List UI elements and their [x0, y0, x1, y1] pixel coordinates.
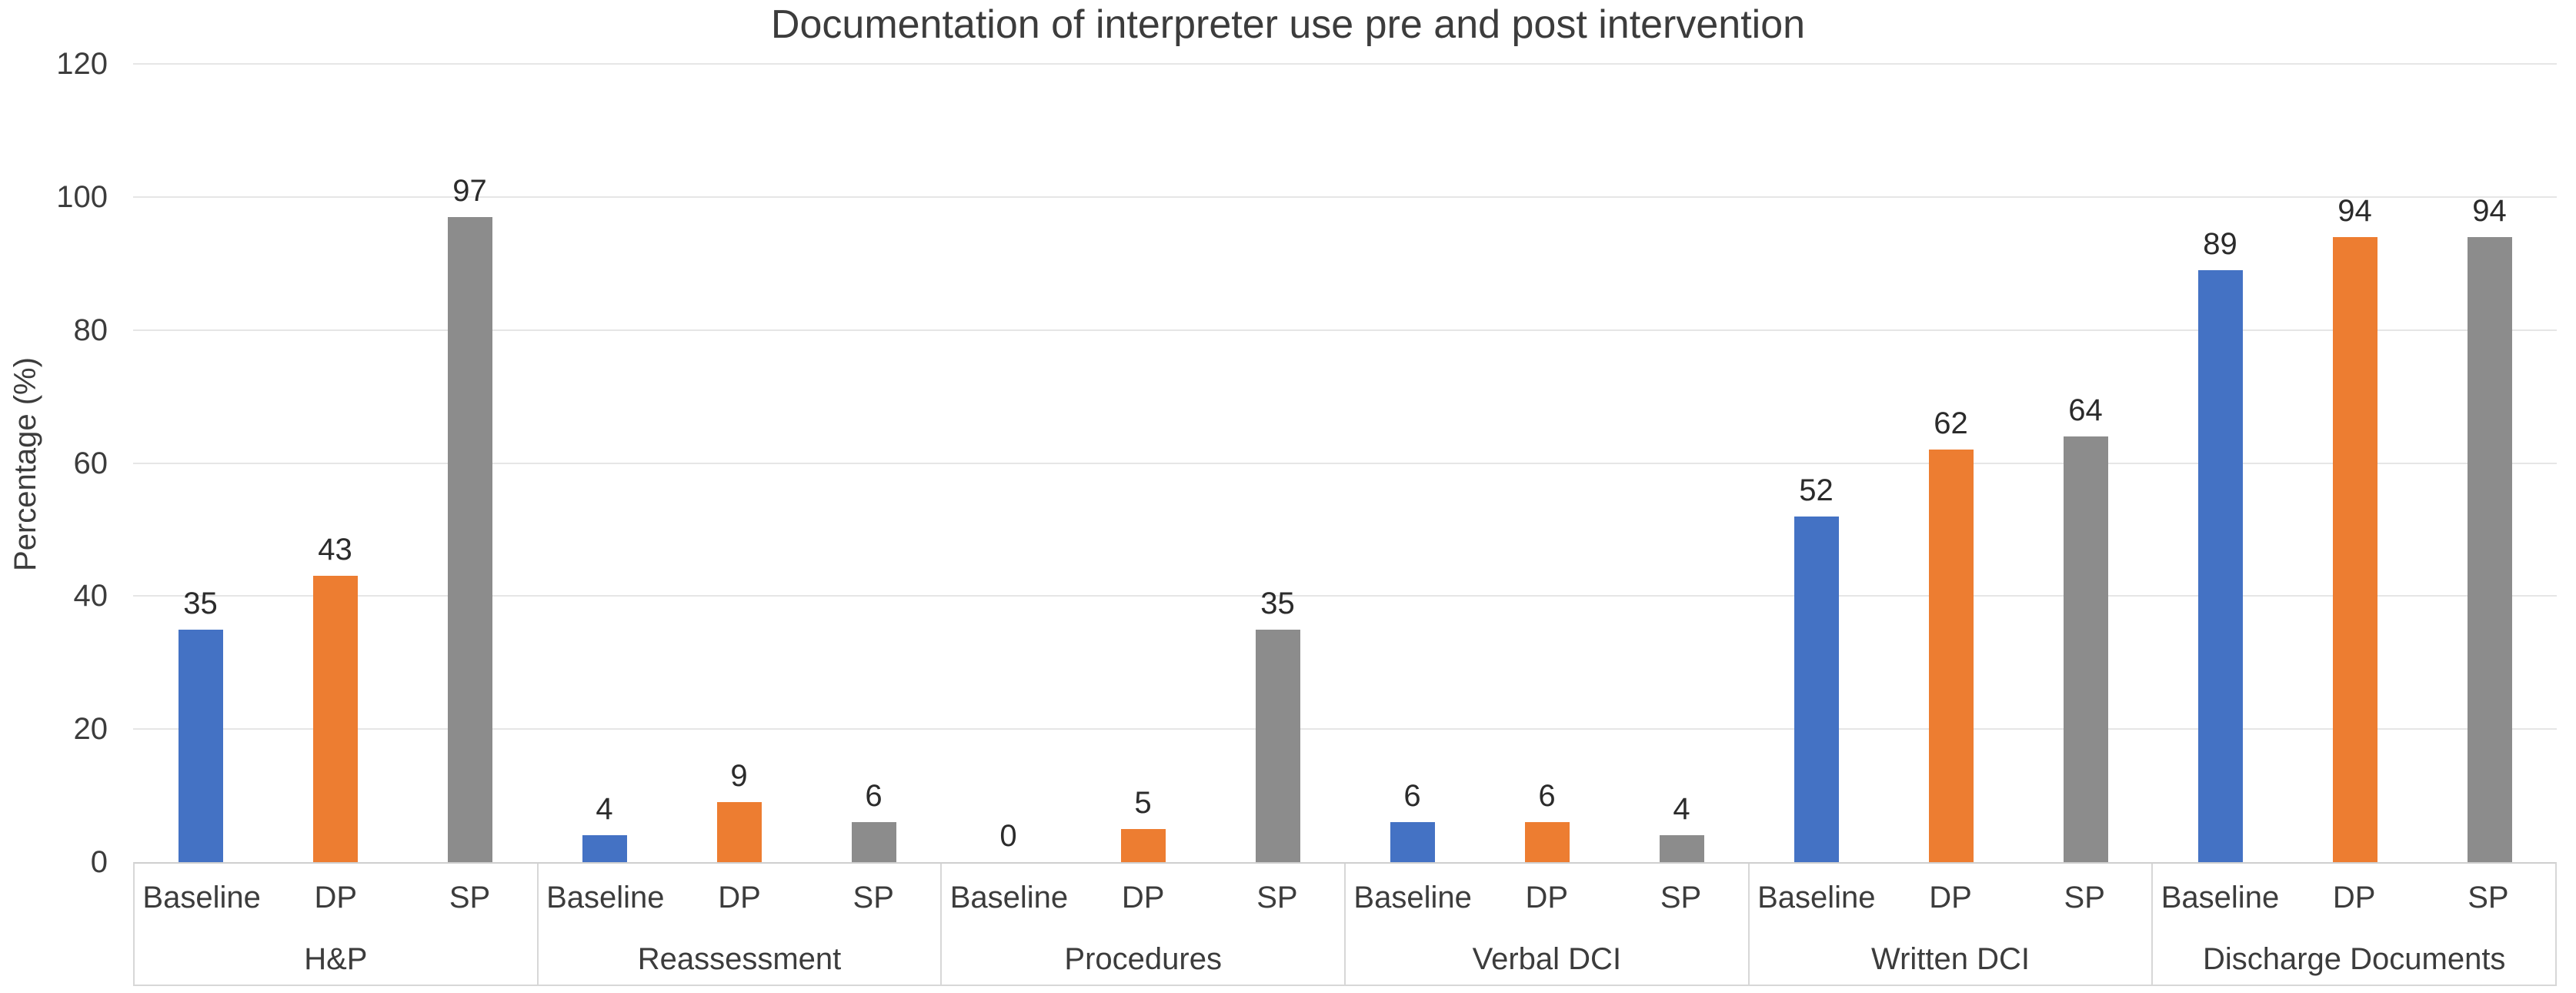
bar-dp	[312, 576, 358, 862]
group-label: Verbal DCI	[1472, 942, 1622, 976]
series-label-row: Baseline DP SP	[942, 864, 1344, 931]
series-tick-label: DP	[1929, 880, 1972, 914]
bar-baseline	[1794, 516, 1839, 862]
bar-dp	[2332, 236, 2377, 862]
gridline	[133, 595, 2557, 597]
bar-sp	[2467, 236, 2512, 862]
y-tick-label: 20	[73, 712, 108, 747]
x-axis-category-table: Baseline DP SP H&P Baseline DP SP Reassessment B…	[133, 862, 2557, 986]
gridline	[133, 196, 2557, 198]
series-tick-label: DP	[1525, 880, 1569, 914]
category-group-cell: Baseline DP SP Reassessment	[536, 864, 941, 985]
bar-baseline	[1390, 822, 1435, 862]
series-tick-label: Baseline	[949, 880, 1069, 914]
value-label: 5	[1134, 785, 1152, 820]
value-label: 89	[2203, 226, 2237, 261]
series-label-row: Baseline DP SP	[1346, 864, 1748, 931]
value-label: 62	[1934, 406, 1968, 441]
category-group-cell: Baseline DP SP Written DCI	[1747, 864, 2152, 985]
value-label: 43	[318, 533, 352, 567]
series-tick-label: SP	[2064, 880, 2105, 914]
value-label: 64	[2068, 393, 2103, 427]
value-label: 6	[1538, 779, 1556, 814]
value-label: 4	[1673, 792, 1690, 827]
value-label: 4	[596, 792, 613, 827]
value-label: 94	[2472, 193, 2507, 228]
series-tick-label: SP	[1256, 880, 1298, 914]
value-label: 9	[730, 759, 748, 794]
bar-dp	[1928, 450, 1974, 862]
series-label-row: Baseline DP SP	[135, 864, 537, 931]
y-tick-label: 40	[73, 579, 108, 614]
value-label: 0	[999, 819, 1017, 853]
y-tick-label: 100	[56, 179, 108, 214]
series-tick-label: DP	[1121, 880, 1165, 914]
value-label: 6	[1403, 779, 1421, 814]
gridline	[133, 63, 2557, 65]
gridline	[133, 728, 2557, 731]
value-label: 6	[865, 779, 883, 814]
bar-dp	[716, 802, 762, 862]
category-group-cell: Baseline DP SP H&P	[135, 864, 537, 985]
y-tick-label: 60	[73, 446, 108, 480]
plot-area: 35 43 97 4 9 6 0 5 35 6 6 4 52 62 64 89 94 94	[133, 63, 2557, 862]
category-group-cell: Baseline DP SP Procedures	[940, 864, 1344, 985]
series-tick-label: DP	[2332, 880, 2376, 914]
gridline	[133, 462, 2557, 464]
value-label: 35	[1260, 586, 1295, 620]
bar-baseline	[2197, 269, 2243, 862]
series-label-row: Baseline DP SP	[539, 864, 941, 931]
y-tick-label: 0	[90, 845, 108, 879]
series-tick-label: Baseline	[546, 880, 665, 914]
bar-sp	[1255, 629, 1300, 862]
chart-title: Documentation of interpreter use pre and…	[770, 2, 1806, 47]
group-label: Written DCI	[1871, 942, 2030, 976]
y-tick-label: 80	[73, 313, 108, 347]
series-label-row: Baseline DP SP	[2153, 864, 2555, 931]
series-label-row: Baseline DP SP	[1750, 864, 2152, 931]
group-label: Procedures	[1064, 942, 1222, 976]
series-tick-label: SP	[449, 880, 491, 914]
series-tick-label: SP	[1660, 880, 1702, 914]
series-tick-label: DP	[314, 880, 358, 914]
y-tick-label: 120	[56, 47, 108, 81]
series-tick-label: Baseline	[1757, 880, 1876, 914]
group-label: H&P	[304, 942, 368, 976]
value-label: 97	[452, 173, 487, 208]
bar-sp	[447, 216, 492, 862]
category-group-cell: Baseline DP SP Verbal DCI	[1344, 864, 1748, 985]
bar-baseline	[178, 629, 223, 862]
series-tick-label: Baseline	[2161, 880, 2280, 914]
value-label: 35	[183, 586, 218, 620]
series-tick-label: DP	[718, 880, 761, 914]
bar-baseline	[582, 835, 627, 862]
bar-dp	[1524, 822, 1570, 862]
series-tick-label: Baseline	[142, 880, 261, 914]
series-tick-label: SP	[2468, 880, 2509, 914]
value-label: 94	[2337, 193, 2372, 228]
series-tick-label: Baseline	[1353, 880, 1472, 914]
group-label: Discharge Documents	[2202, 942, 2506, 976]
bar-dp	[1120, 828, 1166, 862]
category-group-cell: Baseline DP SP Discharge Documents	[2151, 864, 2555, 985]
bar-sp	[2063, 436, 2108, 862]
series-tick-label: SP	[853, 880, 894, 914]
gridline	[133, 329, 2557, 331]
value-label: 52	[1799, 473, 1834, 507]
bar-sp	[851, 822, 896, 862]
bar-sp	[1659, 835, 1704, 862]
group-label: Reassessment	[637, 942, 842, 976]
